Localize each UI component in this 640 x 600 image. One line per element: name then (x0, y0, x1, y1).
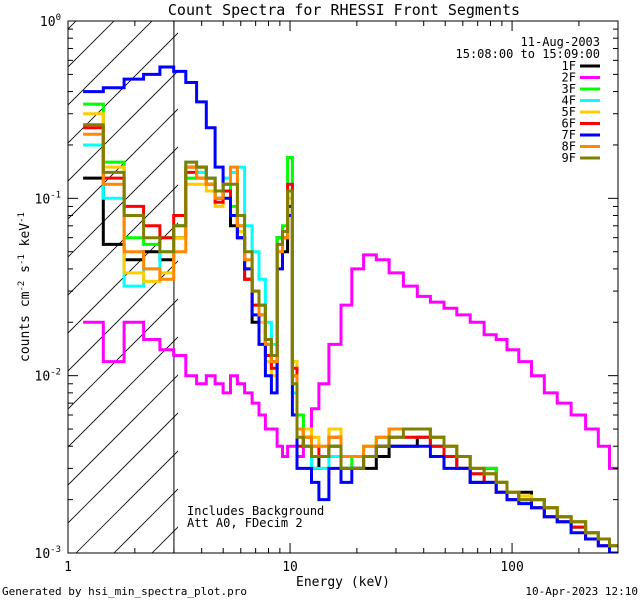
plot-frame (67, 20, 619, 554)
y-tick-label: 10-2 (35, 368, 62, 385)
time-range-label: 15:08:00 to 15:09:00 (456, 47, 601, 61)
series-9f-line (83, 123, 618, 548)
generated-by-label: Generated by hsi_min_spectra_plot.pro (2, 585, 247, 598)
legend-label-1f: 1F (562, 59, 576, 73)
legend-label-7f: 7F (562, 128, 576, 142)
legend-label-8f: 8F (562, 140, 576, 154)
hatch-line (228, 13, 640, 553)
hatch-line (68, 222, 178, 334)
hatch-line (68, 21, 153, 106)
legend-label-5f: 5F (562, 105, 576, 119)
series-6f-line (83, 126, 618, 553)
hatch-line (68, 184, 178, 296)
hatch-line (266, 13, 640, 553)
x-tick-label: 100 (500, 560, 523, 575)
hatch-line (0, 13, 8, 553)
legend-label-4f: 4F (562, 94, 576, 108)
y-tick-label: 100 (40, 13, 61, 30)
timestamp-label: 10-Apr-2023 12:10 (525, 585, 638, 598)
hatch-line (68, 108, 178, 220)
hatch-line (68, 260, 178, 372)
x-axis-ticks: 1 10 100 (64, 21, 619, 575)
y-axis-ticks: 100 10-1 10-2 10-3 (35, 13, 618, 562)
hatched-region (0, 13, 640, 553)
legend-label-6f: 6F (562, 117, 576, 131)
date-label: 11-Aug-2003 (521, 35, 600, 49)
chart-title: Count Spectra for RHESSI Front Segments (168, 1, 520, 19)
hatch-line (68, 21, 77, 30)
annotation-attenuator: Att A0, FDecim 2 (187, 516, 303, 530)
series-8f-line (83, 132, 618, 548)
hatch-line (68, 298, 178, 410)
hatch-line (75, 450, 178, 553)
x-axis-label: Energy (keV) (296, 575, 390, 590)
hatch-line (68, 70, 178, 182)
x-tick-label: 1 (64, 560, 72, 575)
x-tick-label: 10 (282, 560, 298, 575)
series-7f-line (83, 65, 618, 553)
legend-label-2f: 2F (562, 71, 576, 85)
y-tick-label: 10-3 (35, 545, 62, 562)
legend-label-9f: 9F (562, 151, 576, 165)
series-4f-line (83, 143, 618, 548)
y-tick-label: 10-1 (35, 190, 62, 207)
series-group (83, 65, 618, 553)
hatch-line (68, 32, 178, 144)
hatch-line (68, 412, 178, 524)
series-1f-line (83, 165, 618, 548)
hatch-line (68, 374, 178, 486)
y-axis-label: counts cm-2 s-1 keV-1 (17, 212, 33, 362)
series-2f-line (83, 253, 618, 470)
legend-label-3f: 3F (562, 82, 576, 96)
annotation-background: Includes Background (187, 504, 324, 518)
